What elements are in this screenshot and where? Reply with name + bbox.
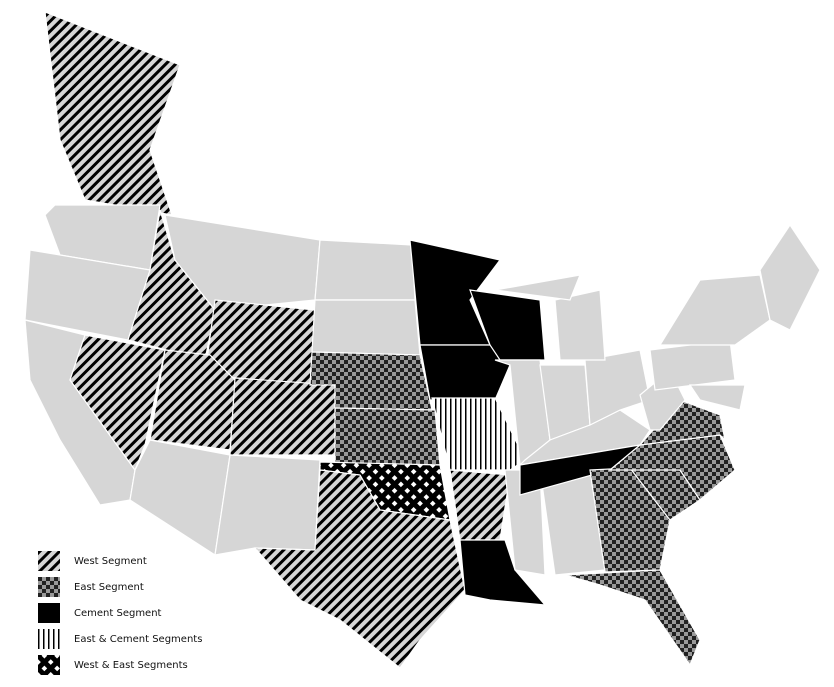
region-mn <box>409 239 502 346</box>
region-la <box>459 539 547 606</box>
region-ny <box>658 274 771 346</box>
region-nd <box>314 239 416 301</box>
east-swatch-icon <box>38 577 60 597</box>
legend-item-cement: Cement Segment <box>38 600 202 626</box>
legend-label: East & Cement Segments <box>74 633 203 645</box>
region-mid-atlantic <box>688 384 746 411</box>
west-east-swatch-icon <box>38 655 60 675</box>
region-mi-up <box>494 274 581 301</box>
cement-swatch-icon <box>38 603 60 623</box>
region-bc <box>44 11 181 216</box>
map-legend: West Segment East Segment Cement Segment… <box>38 548 202 678</box>
region-ks <box>334 407 441 466</box>
region-co <box>229 377 336 456</box>
region-fl <box>564 569 701 667</box>
region-oh <box>584 349 651 426</box>
region-ar <box>449 469 511 541</box>
legend-item-west: West Segment <box>38 548 202 574</box>
region-nv <box>69 334 166 472</box>
region-pa <box>649 339 736 391</box>
west-swatch-icon <box>38 551 60 571</box>
east-cement-swatch-icon <box>38 629 60 649</box>
region-mo <box>431 397 526 471</box>
region-tx <box>253 469 466 669</box>
region-mi <box>554 289 606 361</box>
legend-item-east-cement: East & Cement Segments <box>38 626 202 652</box>
legend-item-west-east: West & East Segments <box>38 652 202 678</box>
region-az <box>129 439 231 557</box>
legend-label: East Segment <box>74 581 144 593</box>
legend-item-east: East Segment <box>38 574 202 600</box>
legend-label: Cement Segment <box>74 607 162 619</box>
legend-label: West Segment <box>74 555 147 567</box>
region-ia <box>419 344 511 401</box>
region-nm <box>214 454 321 556</box>
region-ne-states <box>759 223 821 331</box>
legend-label: West & East Segments <box>74 659 188 671</box>
region-sd <box>311 299 421 356</box>
